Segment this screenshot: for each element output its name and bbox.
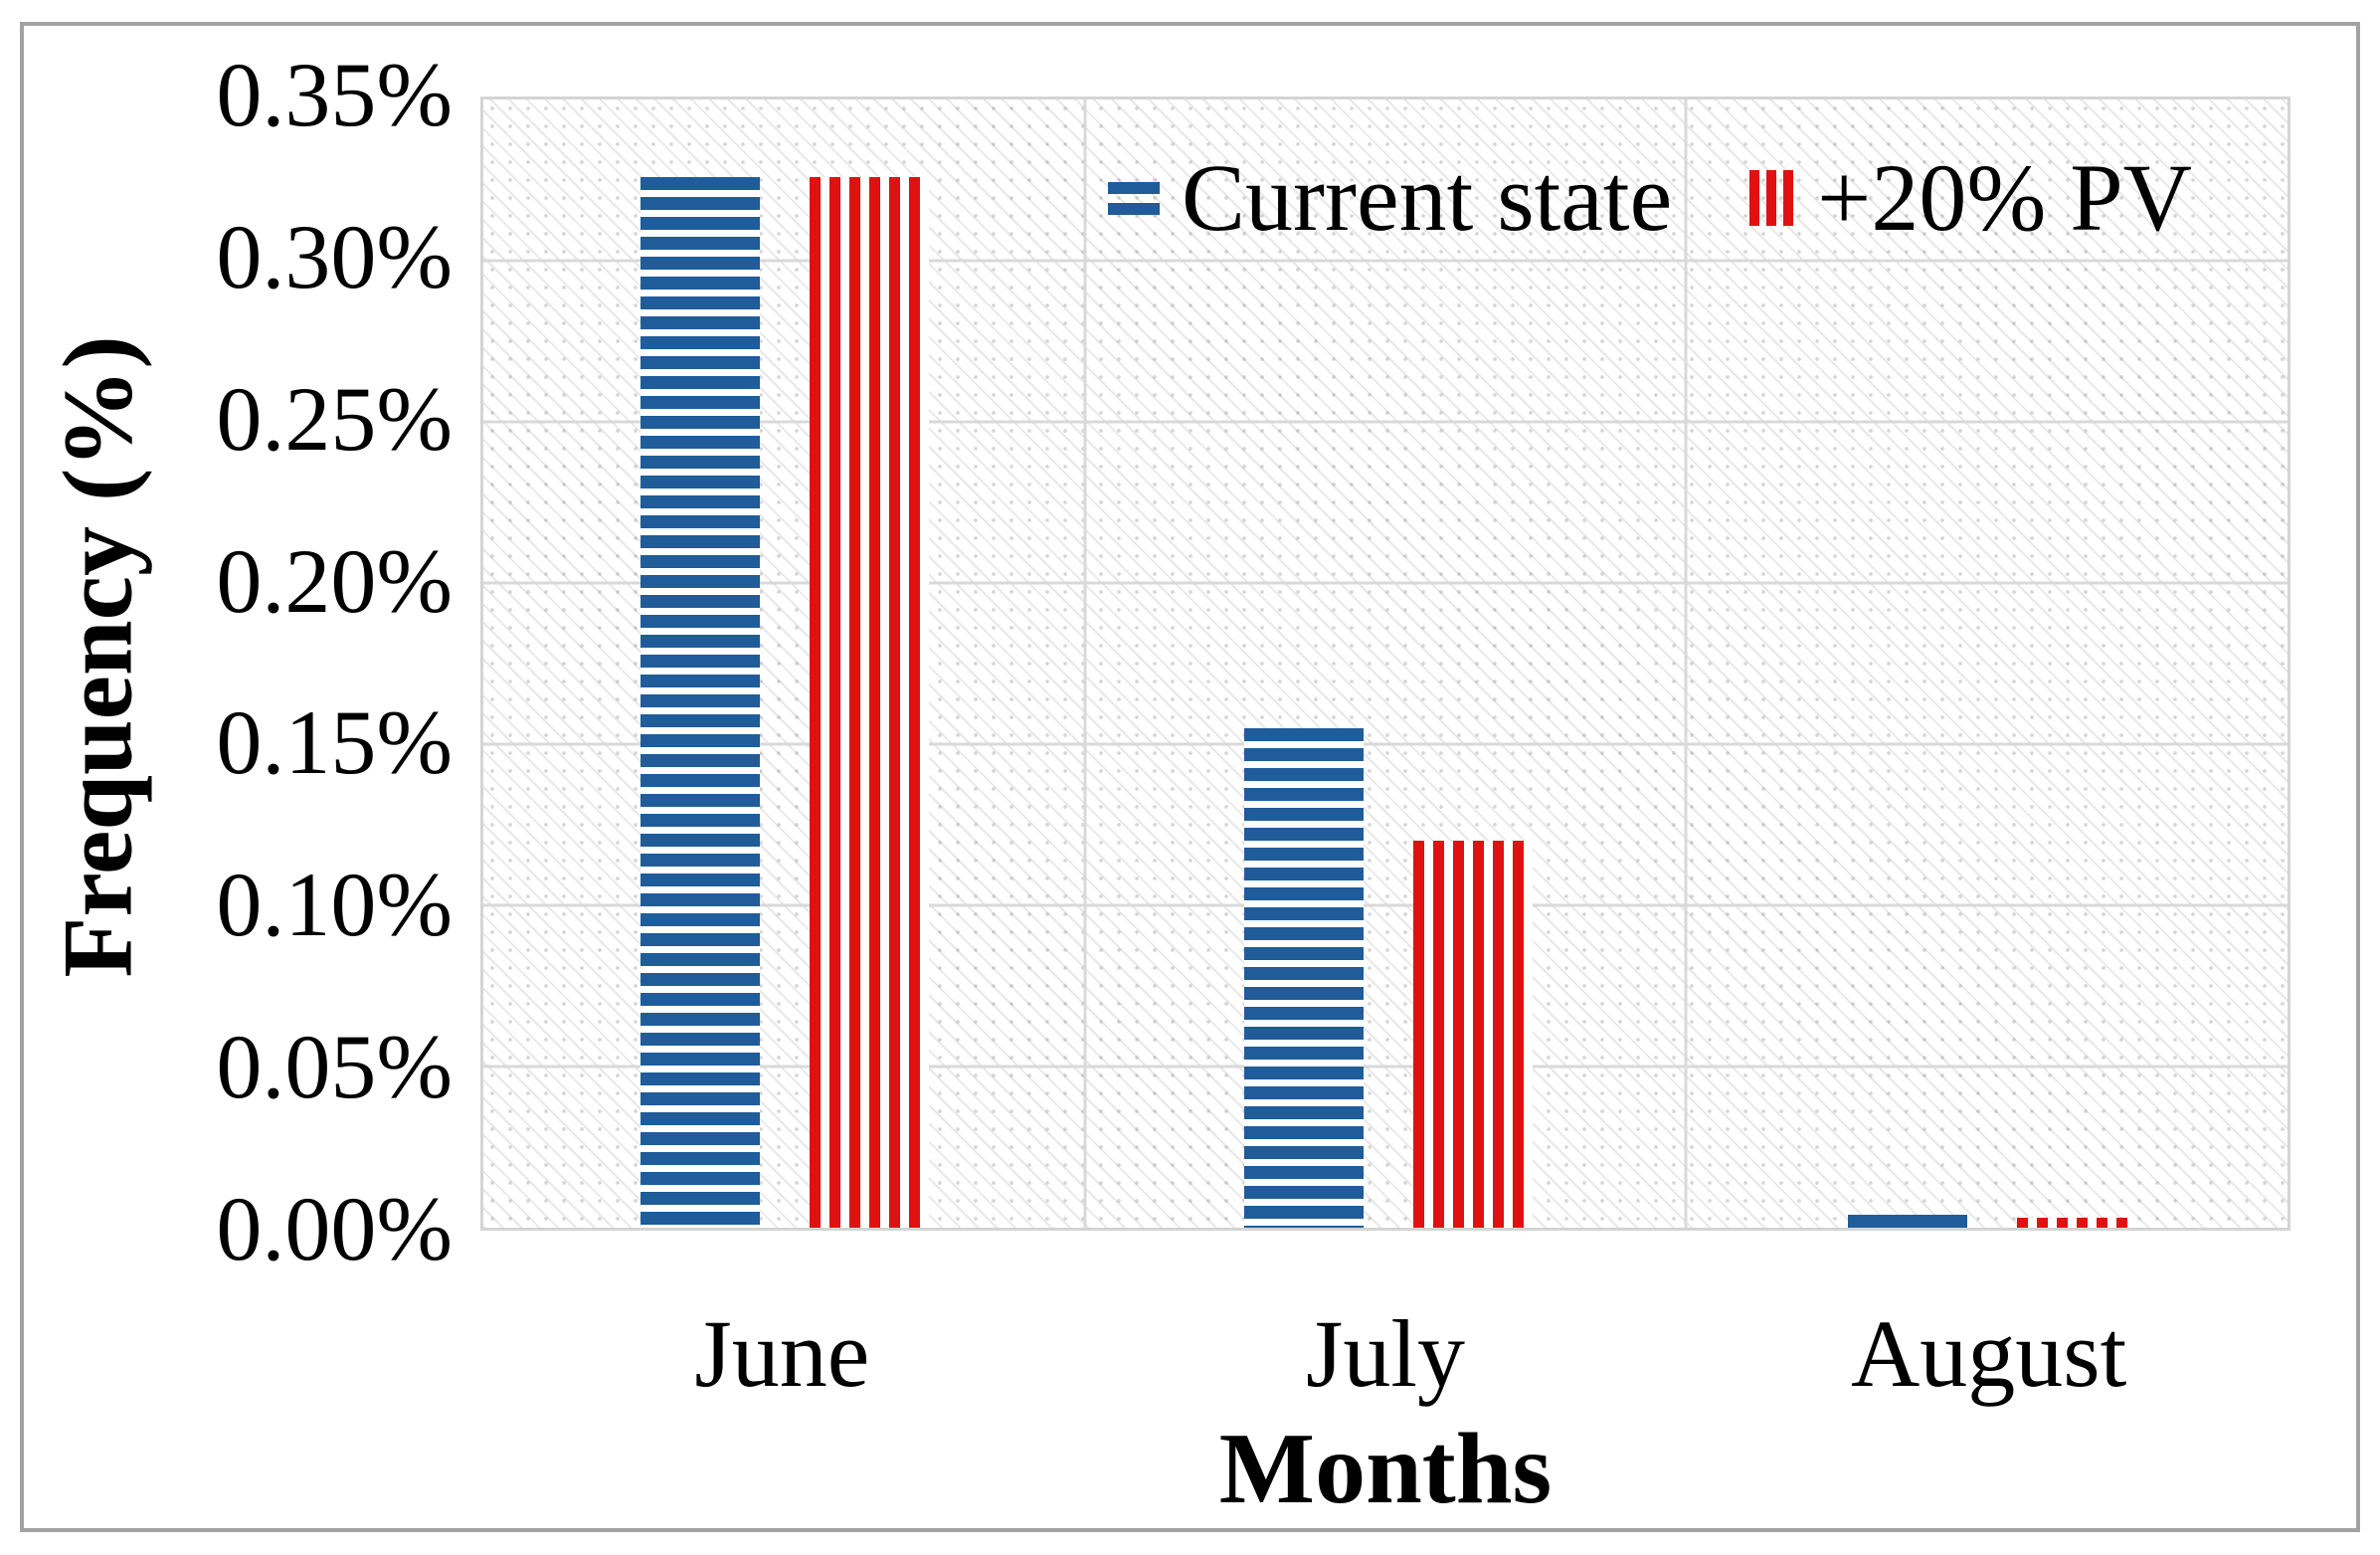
y-tick-label: 0.35%	[216, 43, 453, 145]
gridline-vertical	[1684, 99, 1688, 1228]
x-axis-title: Months	[1218, 1413, 1553, 1525]
gridline-horizontal	[483, 420, 2288, 424]
legend: Current state +20% PV	[1108, 143, 2192, 253]
gridline-horizontal	[483, 903, 2288, 907]
bar-june-current-state	[641, 176, 761, 1228]
y-tick-label: 0.15%	[216, 691, 453, 794]
bar-august-current-state	[1847, 1215, 1967, 1228]
x-axis-tick-labels: June July August	[480, 1298, 2290, 1418]
legend-item-current-state: Current state	[1108, 143, 1672, 253]
gridline-horizontal	[483, 259, 2288, 263]
gridline-horizontal	[483, 581, 2288, 585]
legend-key-plus-20-pv-icon	[1749, 170, 1796, 227]
x-tick-label-july: July	[1305, 1300, 1466, 1407]
y-tick-label: 0.05%	[216, 1016, 453, 1118]
y-axis-tick-labels: 0.35% 0.30% 0.25% 0.20% 0.15% 0.10% 0.05…	[99, 44, 453, 1279]
y-tick-label: 0.30%	[216, 205, 453, 307]
gridline-horizontal	[483, 742, 2288, 746]
legend-key-current-state-icon	[1108, 181, 1160, 215]
legend-label-current-state: Current state	[1182, 144, 1673, 251]
plot-area: Current state +20% PV	[480, 97, 2290, 1231]
gridline-vertical	[1083, 99, 1087, 1228]
x-tick-label-june: June	[694, 1300, 870, 1407]
legend-item-plus-20-pv: +20% PV	[1749, 143, 2192, 253]
y-tick-label: 0.10%	[216, 854, 453, 956]
y-tick-label: 0.00%	[216, 1177, 453, 1279]
y-tick-label: 0.25%	[216, 367, 453, 470]
bar-august-plus-20-pv	[2016, 1218, 2136, 1228]
x-tick-label-august: August	[1850, 1300, 2127, 1407]
bar-june-plus-20-pv	[810, 176, 930, 1228]
legend-label-plus-20-pv: +20% PV	[1817, 144, 2192, 251]
gridline-horizontal	[483, 1065, 2288, 1069]
bar-july-current-state	[1244, 727, 1364, 1228]
bar-july-plus-20-pv	[1413, 841, 1533, 1228]
y-tick-label: 0.20%	[216, 529, 453, 632]
